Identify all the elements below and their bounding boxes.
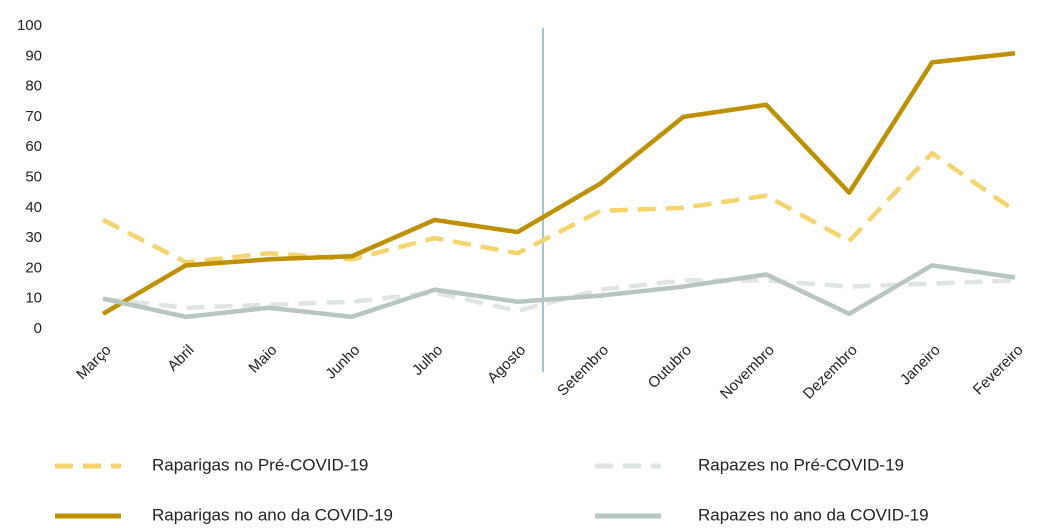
x-tick-label: Maio <box>245 342 280 377</box>
legend-label: Raparigas no Pré-COVID-19 <box>152 455 368 474</box>
y-tick-label: 50 <box>25 168 42 185</box>
y-tick-label: 80 <box>25 78 42 95</box>
y-tick-label: 90 <box>25 47 42 64</box>
y-tick-label: 40 <box>25 199 42 216</box>
x-tick-label: Dezembro <box>800 342 861 403</box>
x-tick-label: Janeiro <box>897 342 944 389</box>
x-tick-label: Setembro <box>554 342 612 400</box>
x-tick-label: Outubro <box>645 342 695 392</box>
x-tick-label: Abril <box>164 342 197 375</box>
series-line <box>102 263 1016 320</box>
series-line <box>101 151 1017 265</box>
x-tick-label: Agosto <box>484 342 529 387</box>
series-line <box>101 51 1016 316</box>
x-tick-label: Fevereiro <box>970 342 1027 399</box>
y-tick-label: 10 <box>25 290 42 307</box>
legend-label: Rapazes no Pré-COVID-19 <box>698 455 904 474</box>
y-tick-label: 30 <box>25 229 42 246</box>
x-tick-label: Junho <box>322 342 363 383</box>
legend-label: Raparigas no ano da COVID-19 <box>152 505 393 524</box>
y-tick-label: 0 <box>34 320 42 337</box>
x-tick-label: Julho <box>409 342 446 379</box>
y-tick-label: 70 <box>25 108 42 125</box>
y-tick-label: 60 <box>25 138 42 155</box>
legend-label: Rapazes no ano da COVID-19 <box>698 505 929 524</box>
x-tick-label: Novembro <box>717 342 778 403</box>
y-tick-label: 100 <box>17 17 42 34</box>
y-tick-label: 20 <box>25 259 42 276</box>
x-tick-label: Março <box>73 342 114 383</box>
